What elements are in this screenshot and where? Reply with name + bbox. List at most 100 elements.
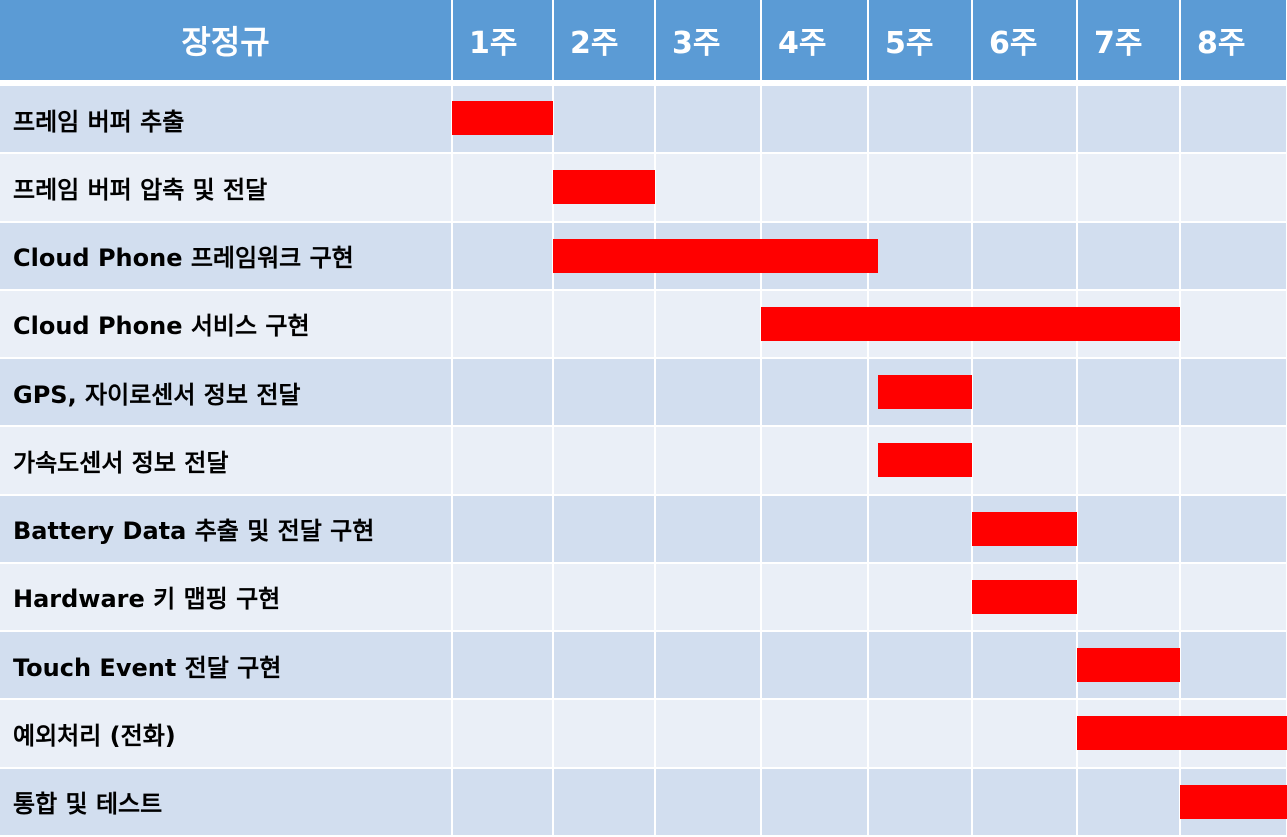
week-cell xyxy=(1077,562,1181,633)
week-cell xyxy=(655,153,762,223)
week-cell xyxy=(761,562,869,633)
week-cell xyxy=(761,426,869,496)
task-row: Cloud Phone 서비스 구현 xyxy=(0,289,1287,360)
week-cell xyxy=(452,494,554,564)
week-cell xyxy=(452,358,554,428)
week-label: 7주 xyxy=(1094,26,1143,61)
task-row: 예외처리 (전화) xyxy=(0,699,1287,769)
task-row: GPS, 자이로센서 정보 전달 xyxy=(0,358,1287,428)
week-cell xyxy=(655,289,762,360)
week-cell xyxy=(452,631,554,701)
week-label: 4주 xyxy=(778,26,827,61)
week-cell xyxy=(868,562,973,633)
task-label: 예외처리 (전화) xyxy=(0,699,453,769)
week-cell xyxy=(655,83,762,155)
week-label: 5주 xyxy=(885,26,934,61)
week-cell xyxy=(1077,83,1181,155)
week-cell xyxy=(452,221,554,291)
week-header-4: 4주 xyxy=(761,0,869,86)
task-row: Touch Event 전달 구현 xyxy=(0,631,1287,701)
week-header-6: 6주 xyxy=(972,0,1078,86)
week-header-5: 5주 xyxy=(868,0,973,86)
task-label: 통합 및 테스트 xyxy=(0,767,453,837)
task-row: Hardware 키 맵핑 구현 xyxy=(0,562,1287,633)
header-row: 장정규 1주 2주 3주 4주 5주 6주 7주 8주 xyxy=(0,0,1287,86)
week-cell xyxy=(972,83,1078,155)
week-label: 1주 xyxy=(469,26,518,61)
week-cell xyxy=(972,358,1078,428)
week-cell xyxy=(972,153,1078,223)
week-cell xyxy=(553,83,656,155)
week-cell xyxy=(1180,494,1287,564)
week-header-3: 3주 xyxy=(655,0,762,86)
week-cell xyxy=(761,767,869,837)
week-cell xyxy=(1180,153,1287,223)
week-cell xyxy=(655,699,762,769)
task-label: Hardware 키 맵핑 구현 xyxy=(0,562,453,633)
task-label: GPS, 자이로센서 정보 전달 xyxy=(0,358,453,428)
week-cell xyxy=(1180,289,1287,360)
task-bar xyxy=(761,307,1180,341)
task-list: 프레임 버퍼 추출 프레임 버퍼 압축 및 전달 Cloud Phone 프레임워크… xyxy=(0,83,1287,837)
task-bar xyxy=(553,239,878,273)
task-label: Cloud Phone 프레임워크 구현 xyxy=(0,221,453,291)
week-cell xyxy=(1180,426,1287,496)
week-cell xyxy=(761,699,869,769)
week-cell xyxy=(1180,358,1287,428)
week-cell xyxy=(1077,358,1181,428)
chart-header-title: 장정규 xyxy=(0,0,453,86)
week-cell xyxy=(452,289,554,360)
week-header-8: 8주 xyxy=(1180,0,1287,86)
week-cell xyxy=(868,153,973,223)
task-label: Cloud Phone 서비스 구현 xyxy=(0,289,453,360)
week-cell xyxy=(1180,631,1287,701)
task-bar xyxy=(878,375,972,409)
week-cell xyxy=(553,426,656,496)
week-cell xyxy=(761,358,869,428)
week-cell xyxy=(972,221,1078,291)
week-cell xyxy=(868,699,973,769)
week-cell xyxy=(452,767,554,837)
week-cell xyxy=(553,767,656,837)
week-header-1: 1주 xyxy=(452,0,554,86)
week-cell xyxy=(868,767,973,837)
week-label: 2주 xyxy=(570,26,619,61)
week-cell xyxy=(1077,426,1181,496)
task-label: Battery Data 추출 및 전달 구현 xyxy=(0,494,453,564)
week-cell xyxy=(1077,153,1181,223)
week-cell xyxy=(972,631,1078,701)
week-cell xyxy=(452,699,554,769)
task-label: Touch Event 전달 구현 xyxy=(0,631,453,701)
week-cell xyxy=(553,494,656,564)
week-cell xyxy=(452,426,554,496)
week-cell xyxy=(868,494,973,564)
task-bar xyxy=(972,512,1077,546)
task-row: 가속도센서 정보 전달 xyxy=(0,426,1287,496)
task-bar xyxy=(1077,716,1287,750)
task-bar xyxy=(553,170,655,204)
week-cell xyxy=(655,426,762,496)
week-cell xyxy=(1180,83,1287,155)
task-bar xyxy=(452,101,553,135)
task-label: 프레임 버퍼 압축 및 전달 xyxy=(0,153,453,223)
week-cell xyxy=(972,699,1078,769)
week-cell xyxy=(761,631,869,701)
week-cell xyxy=(553,631,656,701)
week-cell xyxy=(761,83,869,155)
task-bar xyxy=(1180,785,1287,819)
week-cell xyxy=(452,562,554,633)
week-cell xyxy=(553,289,656,360)
task-row: Battery Data 추출 및 전달 구현 xyxy=(0,494,1287,564)
week-cell xyxy=(553,562,656,633)
task-bar xyxy=(878,443,972,477)
week-label: 3주 xyxy=(672,26,721,61)
week-cell xyxy=(1077,767,1181,837)
week-cell xyxy=(1077,494,1181,564)
week-cell xyxy=(1180,221,1287,291)
week-cell xyxy=(655,562,762,633)
task-label: 프레임 버퍼 추출 xyxy=(0,83,453,155)
task-row: 프레임 버퍼 추출 xyxy=(0,83,1287,155)
week-cell xyxy=(868,631,973,701)
week-label: 8주 xyxy=(1197,26,1246,61)
